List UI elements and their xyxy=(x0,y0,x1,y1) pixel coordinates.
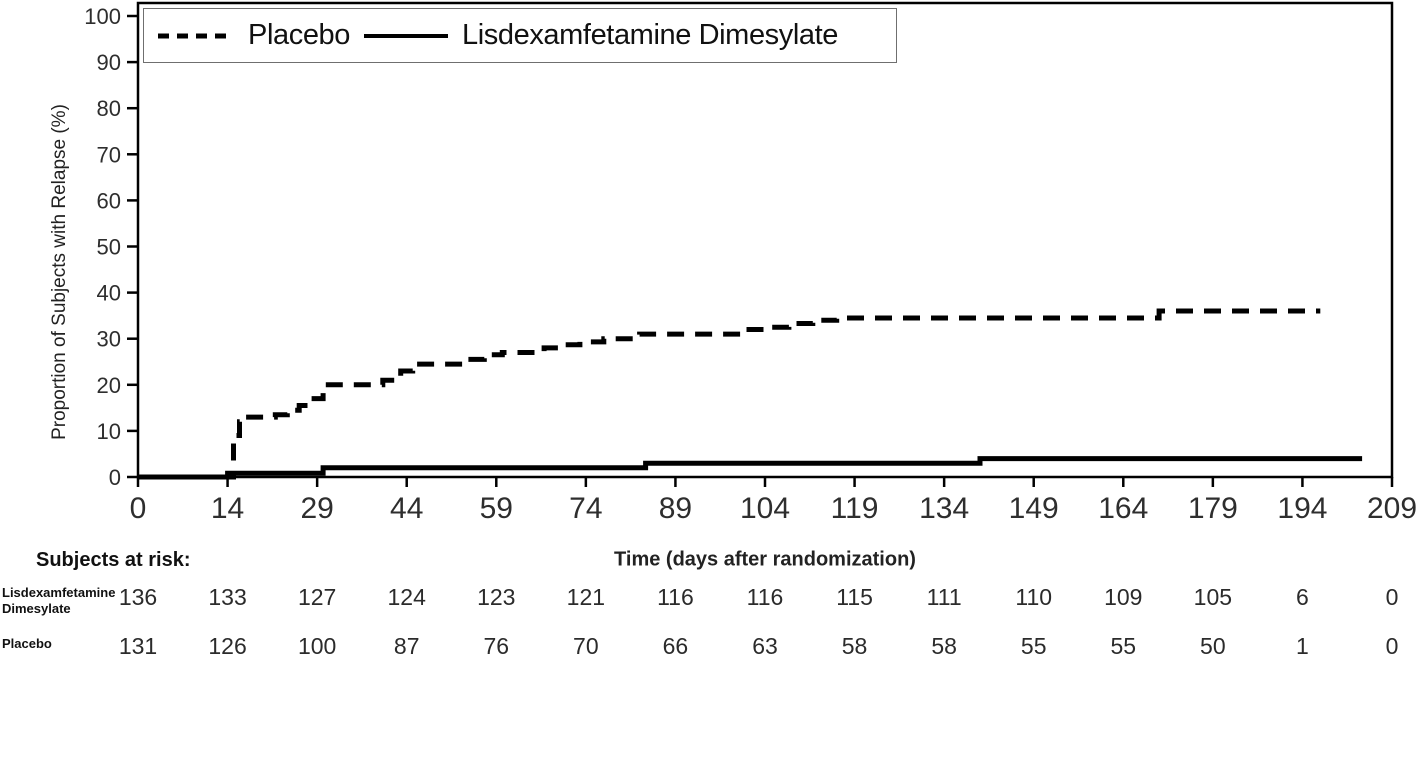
at-risk-value: 123 xyxy=(477,584,515,610)
at-risk-value: 6 xyxy=(1296,584,1309,610)
y-tick-label: 10 xyxy=(97,419,121,444)
at-risk-value: 105 xyxy=(1194,584,1232,610)
y-tick-label: 80 xyxy=(97,96,121,121)
placebo-dashed-line-sample xyxy=(158,33,234,38)
x-tick-label: 119 xyxy=(831,492,879,525)
at-risk-value: 63 xyxy=(752,633,778,659)
placebo-curve xyxy=(138,308,1321,480)
y-tick-label: 20 xyxy=(97,373,121,398)
at-risk-value: 109 xyxy=(1104,584,1142,610)
at-risk-value: 1 xyxy=(1296,633,1309,659)
y-tick-label: 40 xyxy=(97,281,121,306)
at-risk-value: 133 xyxy=(208,584,246,610)
y-tick-label: 70 xyxy=(97,142,121,167)
ldx-solid-line-sample xyxy=(364,33,448,38)
legend-label-placebo: Placebo xyxy=(248,19,350,51)
at-risk-value: 66 xyxy=(663,633,689,659)
at-risk-value: 121 xyxy=(567,584,605,610)
y-tick-label: 90 xyxy=(97,50,121,75)
plot-svg: 0 14 29 44 59 74 89 104 119 134 149 164 179 194 209010… xyxy=(84,1,1417,659)
x-tick-label: 29 xyxy=(300,492,333,525)
x-tick-label: 59 xyxy=(480,492,513,525)
at-risk-value: 100 xyxy=(298,633,336,659)
plot-frame xyxy=(136,1,1394,479)
x-tick-label: 149 xyxy=(1009,492,1059,525)
at-risk-value: 87 xyxy=(394,633,420,659)
subjects-at-risk-header: Subjects at risk: xyxy=(36,549,191,571)
x-axis-title: Time (days after randomization) xyxy=(614,548,916,571)
x-tick-label: 164 xyxy=(1098,492,1148,525)
at-risk-value: 58 xyxy=(842,633,868,659)
x-tick-label: 89 xyxy=(659,492,692,525)
y-tick-label: 30 xyxy=(97,327,121,352)
at-risk-row-label-ldx: Lisdexamfetamine Dimesylate xyxy=(2,585,136,616)
at-risk-value: 127 xyxy=(298,584,336,610)
x-tick-label: 74 xyxy=(569,492,602,525)
x-tick-label: 194 xyxy=(1277,492,1327,525)
at-risk-value: 131 xyxy=(119,633,157,659)
y-tick-label: 60 xyxy=(97,188,121,213)
y-tick-label: 100 xyxy=(84,4,121,29)
at-risk-value: 70 xyxy=(573,633,599,659)
y-tick-label: 50 xyxy=(97,235,121,260)
at-risk-value: 0 xyxy=(1386,584,1399,610)
x-tick-label: 14 xyxy=(211,492,244,525)
ldx-curve xyxy=(138,456,1363,480)
at-risk-value: 110 xyxy=(1015,584,1052,610)
x-tick-label: 209 xyxy=(1367,492,1417,525)
y-tick-label: 0 xyxy=(109,465,121,490)
legend: Placebo Lisdexamfetamine Dimesylate xyxy=(143,8,897,63)
at-risk-value: 76 xyxy=(483,633,509,659)
at-risk-value: 115 xyxy=(836,584,873,610)
x-tick-label: 44 xyxy=(390,492,423,525)
at-risk-value: 50 xyxy=(1200,633,1226,659)
legend-label-ldx: Lisdexamfetamine Dimesylate xyxy=(462,19,839,51)
y-axis-title: Proportion of Subjects with Relapse (%) xyxy=(49,104,70,440)
at-risk-value: 116 xyxy=(747,584,784,610)
at-risk-row-label-ldx-line2: Dimesylate xyxy=(2,600,71,616)
at-risk-value: 0 xyxy=(1386,633,1399,659)
at-risk-value: 126 xyxy=(208,633,246,659)
at-risk-row-label-placebo: Placebo xyxy=(2,636,52,651)
x-tick-label: 134 xyxy=(919,492,969,525)
at-risk-value: 124 xyxy=(388,584,427,610)
x-tick-label: 104 xyxy=(740,492,790,525)
at-risk-value: 58 xyxy=(931,633,957,659)
at-risk-row-label-ldx-line1: Lisdexamfetamine xyxy=(2,585,116,600)
at-risk-value: 116 xyxy=(657,584,694,610)
at-risk-value: 136 xyxy=(119,584,157,610)
at-risk-value: 111 xyxy=(927,584,962,610)
x-tick-label: 0 xyxy=(130,492,147,525)
at-risk-value: 55 xyxy=(1110,633,1136,659)
x-tick-label: 179 xyxy=(1188,492,1238,525)
at-risk-value: 55 xyxy=(1021,633,1047,659)
